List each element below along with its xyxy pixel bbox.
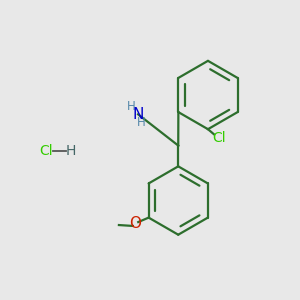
Text: O: O [129,216,141,231]
Text: H: H [66,145,76,158]
Text: Cl: Cl [212,131,226,145]
Text: H: H [137,116,146,129]
Text: N: N [132,107,144,122]
Text: H: H [127,100,136,113]
Text: Cl: Cl [39,145,53,158]
